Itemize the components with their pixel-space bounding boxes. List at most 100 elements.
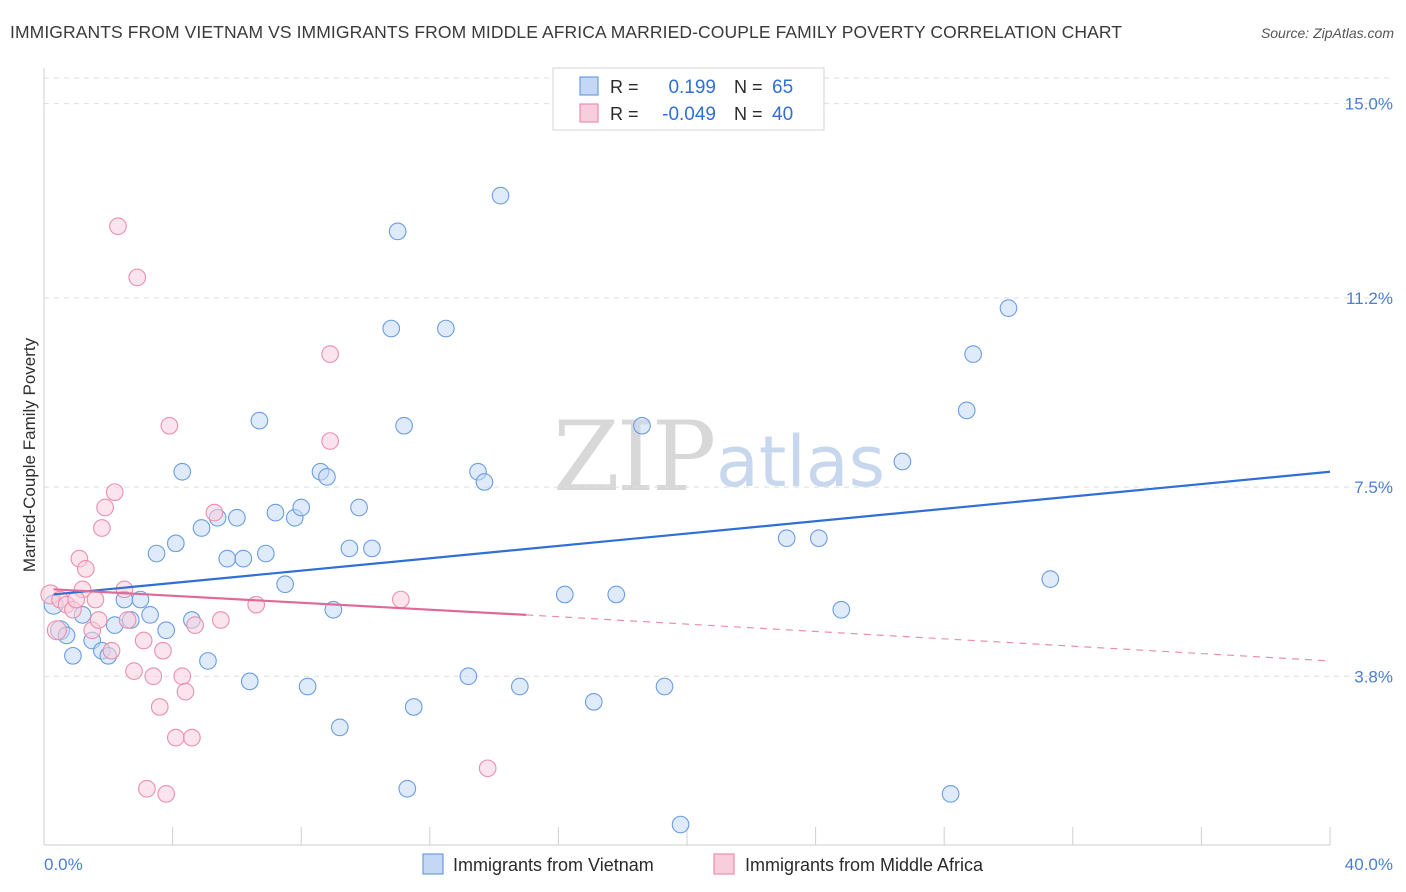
point-middle-africa bbox=[478, 759, 497, 778]
legend-n-value-2: 40 bbox=[772, 104, 793, 125]
legend-n-label-1: N = bbox=[734, 77, 763, 97]
point-middle-africa bbox=[102, 641, 121, 660]
legend-r-value-1: 0.199 bbox=[668, 77, 716, 98]
point-vietnam bbox=[398, 779, 417, 798]
point-middle-africa bbox=[176, 682, 195, 701]
y-tick-label: 7.5% bbox=[1354, 478, 1393, 497]
x-tick-label-max: 40.0% bbox=[1345, 855, 1393, 874]
legend-swatch-middle-africa bbox=[579, 103, 599, 123]
point-vietnam bbox=[234, 549, 253, 568]
gridlines bbox=[44, 77, 1392, 677]
point-middle-africa bbox=[128, 268, 147, 287]
point-vietnam bbox=[131, 590, 150, 609]
point-vietnam bbox=[437, 319, 455, 338]
source-credit: Source: ZipAtlas.com bbox=[1260, 25, 1394, 41]
series-legend: Immigrants from Vietnam Immigrants from … bbox=[422, 853, 984, 875]
point-middle-africa bbox=[144, 667, 163, 686]
point-middle-africa bbox=[166, 728, 185, 747]
legend-n-label-2: N = bbox=[734, 104, 763, 124]
point-vietnam bbox=[459, 667, 478, 686]
point-middle-africa bbox=[125, 662, 143, 680]
point-vietnam bbox=[166, 534, 185, 553]
point-middle-africa bbox=[89, 611, 108, 629]
point-vietnam bbox=[266, 503, 285, 522]
watermark-atlas: atlas bbox=[716, 421, 885, 503]
point-vietnam bbox=[957, 401, 976, 420]
point-vietnam bbox=[633, 416, 651, 435]
point-middle-africa bbox=[76, 560, 95, 578]
point-vietnam bbox=[298, 677, 317, 696]
point-vietnam bbox=[404, 698, 423, 716]
trend-line-middle-africa-extension bbox=[526, 614, 1331, 662]
trend-line-middle-africa bbox=[53, 588, 527, 616]
point-vietnam bbox=[941, 785, 960, 803]
point-vietnam bbox=[363, 539, 381, 558]
point-middle-africa bbox=[211, 611, 230, 629]
point-vietnam bbox=[157, 621, 176, 640]
point-middle-africa bbox=[160, 416, 179, 435]
point-middle-africa bbox=[118, 611, 137, 629]
y-axis-label: Married-Couple Family Poverty bbox=[20, 337, 39, 572]
point-vietnam bbox=[141, 606, 159, 624]
axes bbox=[43, 68, 1331, 846]
point-vietnam bbox=[318, 467, 336, 486]
point-vietnam bbox=[199, 652, 217, 670]
point-vietnam bbox=[475, 473, 494, 491]
point-vietnam bbox=[395, 416, 413, 435]
legend-r-label-2: R = bbox=[610, 104, 639, 124]
bottom-legend-label-vietnam: Immigrants from Vietnam bbox=[453, 855, 654, 875]
data-points bbox=[40, 186, 1060, 834]
point-vietnam bbox=[655, 677, 674, 696]
point-middle-africa bbox=[86, 590, 105, 609]
bottom-legend-label-middle-africa: Immigrants from Middle Africa bbox=[745, 855, 984, 875]
point-middle-africa bbox=[109, 217, 127, 236]
point-middle-africa bbox=[321, 432, 339, 450]
legend-r-value-2: -0.049 bbox=[662, 104, 716, 125]
point-vietnam bbox=[228, 508, 246, 527]
legend-n-value-1: 65 bbox=[772, 77, 793, 98]
y-tick-label: 3.8% bbox=[1354, 667, 1393, 686]
point-vietnam bbox=[240, 672, 259, 691]
point-middle-africa bbox=[93, 519, 111, 537]
legend-swatch-vietnam bbox=[579, 76, 599, 96]
bottom-legend-swatch-vietnam bbox=[422, 853, 444, 875]
trend-line-vietnam bbox=[53, 470, 1331, 596]
point-vietnam bbox=[584, 692, 603, 711]
point-middle-africa bbox=[115, 580, 134, 599]
point-middle-africa bbox=[150, 698, 169, 716]
point-vietnam bbox=[510, 677, 529, 696]
point-vietnam bbox=[340, 539, 359, 558]
point-middle-africa bbox=[186, 616, 204, 634]
point-vietnam bbox=[964, 345, 982, 363]
point-middle-africa bbox=[157, 785, 176, 803]
point-middle-africa bbox=[247, 595, 266, 614]
point-vietnam bbox=[350, 498, 368, 517]
y-tick-label: 11.2% bbox=[1346, 289, 1393, 308]
point-vietnam bbox=[218, 549, 237, 568]
trend-lines bbox=[53, 470, 1331, 662]
point-vietnam bbox=[1041, 570, 1060, 588]
point-middle-africa bbox=[205, 503, 224, 522]
point-vietnam bbox=[292, 498, 311, 517]
point-middle-africa bbox=[46, 620, 67, 641]
x-tick-label-min: 0.0% bbox=[44, 855, 83, 874]
point-vietnam bbox=[382, 319, 401, 338]
point-middle-africa bbox=[392, 590, 410, 609]
point-vietnam bbox=[555, 585, 574, 604]
point-middle-africa bbox=[154, 641, 172, 660]
point-middle-africa bbox=[173, 667, 192, 686]
point-vietnam bbox=[147, 544, 166, 563]
watermark-zip: ZIP bbox=[553, 401, 714, 513]
point-middle-africa bbox=[138, 779, 156, 798]
y-tick-label: 15.0% bbox=[1345, 95, 1393, 114]
point-vietnam bbox=[250, 411, 269, 430]
point-vietnam bbox=[256, 544, 275, 563]
point-vietnam bbox=[999, 299, 1018, 317]
point-middle-africa bbox=[96, 498, 114, 517]
point-vietnam bbox=[276, 575, 294, 594]
correlation-legend: R = 0.199 N = 65 R = -0.049 N = 40 bbox=[552, 67, 825, 131]
point-middle-africa bbox=[183, 728, 201, 747]
point-vietnam bbox=[832, 600, 851, 619]
point-vietnam bbox=[64, 646, 82, 665]
point-vietnam bbox=[173, 462, 192, 481]
